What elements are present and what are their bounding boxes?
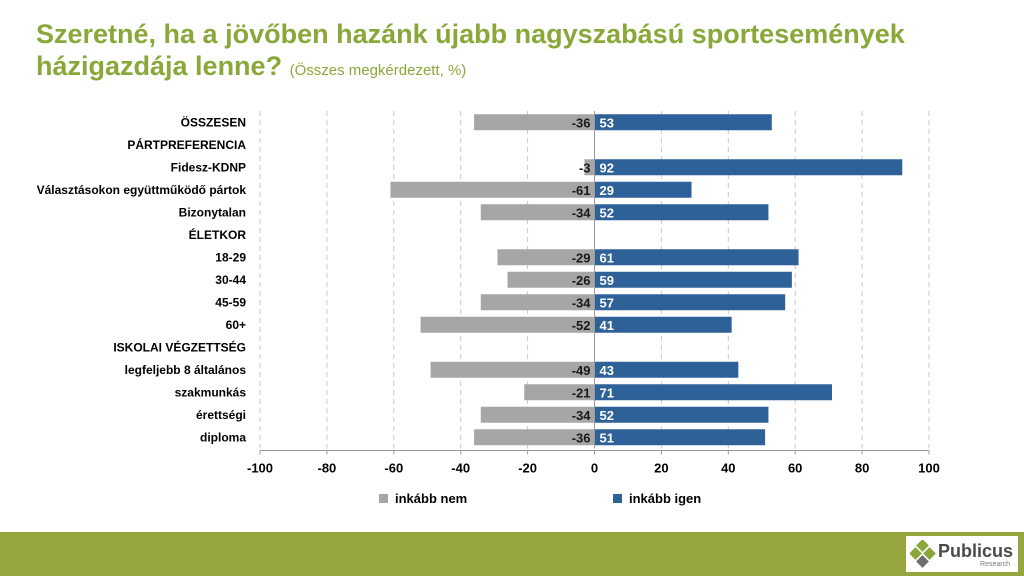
footer-band bbox=[0, 532, 1024, 576]
bar-inkabb-nem bbox=[474, 114, 595, 131]
bar-inkabb-nem bbox=[497, 249, 595, 266]
bar-inkabb-nem bbox=[480, 204, 595, 221]
category-label: 30-44 bbox=[215, 273, 246, 287]
bar-inkabb-igen bbox=[594, 114, 772, 131]
data-label-inkabb-igen: 51 bbox=[600, 430, 614, 445]
data-label-inkabb-nem: -21 bbox=[572, 385, 591, 400]
legend-swatch-igen bbox=[613, 494, 622, 503]
chart-title: Szeretné, ha a jövőben hazánk újabb nagy… bbox=[36, 18, 996, 87]
title-subtitle: (Összes megkérdezett, %) bbox=[289, 62, 467, 79]
category-label: Bizonytalan bbox=[179, 205, 246, 219]
x-tick-label: 0 bbox=[591, 461, 598, 476]
x-tick-label: -100 bbox=[247, 461, 273, 476]
data-label-inkabb-nem: -29 bbox=[572, 250, 591, 265]
bar-inkabb-nem bbox=[584, 159, 595, 176]
bar-inkabb-igen bbox=[594, 384, 832, 401]
data-label-inkabb-igen: 59 bbox=[600, 273, 614, 288]
category-label: diploma bbox=[200, 430, 246, 444]
bar-inkabb-igen bbox=[594, 316, 732, 333]
bar-inkabb-igen bbox=[594, 159, 903, 176]
data-label-inkabb-nem: -49 bbox=[572, 363, 591, 378]
category-label: Fidesz-KDNP bbox=[171, 160, 246, 174]
category-header: PÁRTPREFERENCIA bbox=[127, 137, 246, 152]
legend-label-nem: inkább nem bbox=[395, 491, 467, 506]
data-label-inkabb-igen: 71 bbox=[600, 385, 614, 400]
bar-inkabb-igen bbox=[594, 429, 766, 446]
diverging-bar-chart: ÖSSZESEN -36 53 PÁRTPREFERENCIA Fidesz-KDNP -… bbox=[37, 111, 940, 506]
data-label-inkabb-nem: -52 bbox=[572, 318, 591, 333]
data-label-inkabb-nem: -36 bbox=[572, 115, 591, 130]
category-label: legfeljebb 8 általános bbox=[125, 363, 247, 377]
bar-inkabb-igen bbox=[594, 204, 769, 221]
publicus-diamond-icon bbox=[910, 540, 936, 568]
data-label-inkabb-nem: -61 bbox=[572, 183, 591, 198]
logo-name: Publicus bbox=[938, 541, 1014, 561]
x-tick-label: 40 bbox=[721, 461, 735, 476]
category-label: 60+ bbox=[226, 318, 246, 332]
x-tick-label: 100 bbox=[918, 461, 940, 476]
bar-inkabb-nem bbox=[524, 384, 595, 401]
bar-inkabb-nem bbox=[390, 181, 595, 198]
data-label-inkabb-igen: 52 bbox=[600, 408, 614, 423]
data-label-inkabb-igen: 92 bbox=[600, 160, 614, 175]
publicus-logo: Publicus Research bbox=[906, 536, 1018, 572]
x-tick-label: -80 bbox=[318, 461, 337, 476]
legend-label-igen: inkább igen bbox=[629, 491, 701, 506]
bar-inkabb-igen bbox=[594, 181, 692, 198]
x-tick-label: 60 bbox=[788, 461, 802, 476]
category-label: szakmunkás bbox=[175, 385, 247, 399]
category-header: ÉLETKOR bbox=[189, 227, 247, 242]
category-label: ÖSSZESEN bbox=[181, 114, 246, 129]
x-tick-label: -40 bbox=[451, 461, 470, 476]
data-label-inkabb-igen: 57 bbox=[600, 295, 614, 310]
data-label-inkabb-nem: -34 bbox=[572, 295, 592, 310]
title-main: Szeretné, ha a jövőben hazánk újabb nagy… bbox=[36, 19, 905, 81]
data-label-inkabb-igen: 52 bbox=[600, 205, 614, 220]
bar-inkabb-nem bbox=[480, 406, 595, 423]
bar-inkabb-igen bbox=[594, 406, 769, 423]
bar-inkabb-nem bbox=[507, 271, 595, 288]
category-header: ISKOLAI VÉGZETTSÉG bbox=[113, 339, 246, 354]
x-tick-label: -20 bbox=[518, 461, 537, 476]
data-label-inkabb-igen: 29 bbox=[600, 183, 614, 198]
bar-inkabb-nem bbox=[420, 316, 595, 333]
data-label-inkabb-igen: 53 bbox=[600, 115, 614, 130]
data-label-inkabb-nem: -34 bbox=[572, 205, 592, 220]
bar-inkabb-igen bbox=[594, 249, 799, 266]
category-label: 18-29 bbox=[215, 250, 246, 264]
bar-inkabb-igen bbox=[594, 294, 786, 311]
bar-inkabb-nem bbox=[474, 429, 595, 446]
legend-swatch-nem bbox=[379, 494, 388, 503]
x-tick-label: -60 bbox=[384, 461, 403, 476]
data-label-inkabb-igen: 43 bbox=[600, 363, 614, 378]
bar-inkabb-nem bbox=[480, 294, 595, 311]
data-label-inkabb-nem: -26 bbox=[572, 273, 591, 288]
bar-inkabb-nem bbox=[430, 361, 595, 378]
category-label: Választásokon együttműködő pártok bbox=[37, 183, 247, 197]
data-label-inkabb-nem: -3 bbox=[579, 160, 591, 175]
x-tick-label: 20 bbox=[654, 461, 668, 476]
data-label-inkabb-igen: 61 bbox=[600, 250, 614, 265]
x-tick-label: 80 bbox=[855, 461, 869, 476]
bar-inkabb-igen bbox=[594, 271, 792, 288]
data-label-inkabb-igen: 41 bbox=[600, 318, 614, 333]
data-label-inkabb-nem: -34 bbox=[572, 408, 592, 423]
category-label: érettségi bbox=[196, 408, 246, 422]
logo-sub: Research bbox=[980, 561, 1010, 568]
data-label-inkabb-nem: -36 bbox=[572, 430, 591, 445]
bar-inkabb-igen bbox=[594, 361, 739, 378]
category-label: 45-59 bbox=[215, 295, 246, 309]
